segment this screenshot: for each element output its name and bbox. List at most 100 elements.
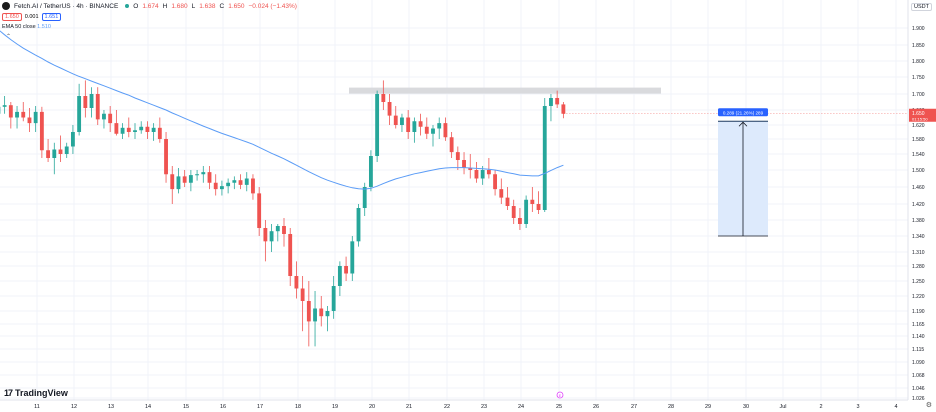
x-tick-label: 25 <box>556 404 562 410</box>
candle <box>549 94 553 122</box>
candle <box>139 121 144 134</box>
candle-body <box>176 176 181 190</box>
candle-body <box>480 170 485 179</box>
y-tick-label: 1.500 <box>912 168 925 174</box>
y-tick-label: 1.190 <box>912 309 925 315</box>
sell-button[interactable]: 1.650 <box>2 13 22 21</box>
x-tick-label: 21 <box>406 404 412 410</box>
candle <box>424 117 429 139</box>
y-tick-label: 1.750 <box>912 75 925 81</box>
candle-body <box>226 182 231 187</box>
x-tick-label: 20 <box>369 404 375 410</box>
y-tick-label: 1.340 <box>912 234 925 240</box>
candle-body <box>27 117 32 124</box>
x-tick-label: 22 <box>444 404 450 410</box>
candle-body <box>39 111 44 151</box>
candle-body <box>542 106 547 210</box>
candle-body <box>493 174 498 190</box>
candle-body <box>95 94 100 120</box>
ema-legend[interactable]: EMA 50 close 1.510 <box>2 24 51 30</box>
candle-body <box>46 150 51 158</box>
candle-body <box>164 139 168 175</box>
settings-gear-icon[interactable]: ⚙ <box>925 402 932 409</box>
candle-body <box>108 113 113 124</box>
symbol-title[interactable]: Fetch.AI / TetherUS · 4h · BINANCE <box>14 2 119 10</box>
candle <box>2 96 7 114</box>
candle-body <box>393 115 398 125</box>
candle <box>195 170 200 181</box>
candle-body <box>555 98 560 105</box>
open-value: 1.674 <box>142 2 159 10</box>
candle <box>89 87 94 118</box>
tradingview-mark-icon: 17 <box>4 388 13 398</box>
candle-body <box>368 156 373 187</box>
high-value: 1.680 <box>171 2 188 10</box>
y-tick-label: 1.220 <box>912 294 925 300</box>
candle-body <box>269 231 274 242</box>
spread-value: 0.001 <box>24 14 39 20</box>
y-tick-label: 1.850 <box>912 43 925 49</box>
candle-body <box>437 123 442 129</box>
y-tick-label: 1.460 <box>912 185 925 191</box>
candle <box>114 110 119 136</box>
candle <box>300 276 305 332</box>
candle <box>493 170 498 196</box>
candle <box>232 176 237 190</box>
candle-body <box>238 180 243 185</box>
collapse-legend-icon[interactable]: ⌃ <box>6 34 12 40</box>
x-tick-label: 2 <box>819 404 822 410</box>
candle <box>15 106 19 129</box>
candle-body <box>21 111 26 118</box>
x-tick-label: 14 <box>145 404 151 410</box>
candle-body <box>182 176 187 183</box>
candle <box>213 174 218 196</box>
candle-body <box>251 178 255 194</box>
candle-body <box>350 241 355 274</box>
candle <box>381 80 386 110</box>
candle <box>455 146 460 170</box>
y-tick-label: 1.310 <box>912 250 925 256</box>
candle <box>561 102 566 119</box>
resistance-zone[interactable] <box>349 87 661 94</box>
x-tick-label: 12 <box>71 404 77 410</box>
candle-body <box>15 111 19 118</box>
candle-body <box>319 308 324 317</box>
event-marker[interactable]: E <box>556 391 564 399</box>
candle <box>263 220 268 262</box>
candle-body <box>344 266 349 274</box>
candle <box>145 121 150 139</box>
candle-body <box>424 126 429 134</box>
x-tick-label: 17 <box>257 404 263 410</box>
x-tick-label: 16 <box>220 404 226 410</box>
x-tick-label: 15 <box>183 404 189 410</box>
x-tick-label: 27 <box>631 404 637 410</box>
y-tick-label: 1.115 <box>912 347 924 353</box>
y-tick-label: 1.026 <box>912 396 925 402</box>
tradingview-logo[interactable]: 17 TradingView <box>4 388 68 398</box>
candle-body <box>52 149 57 158</box>
candle-body <box>381 94 386 102</box>
candle <box>542 98 547 212</box>
buy-button[interactable]: 1.651 <box>41 13 62 21</box>
candle <box>120 123 125 139</box>
candle <box>555 90 560 108</box>
y-tick-label: 1.250 <box>912 279 925 285</box>
candle-body <box>70 132 75 147</box>
candle <box>418 113 423 136</box>
candle-body <box>400 117 404 125</box>
candle <box>83 80 88 118</box>
candle-body <box>157 127 162 139</box>
candle <box>468 154 473 179</box>
candle-body <box>549 98 553 106</box>
candle-body <box>8 105 13 118</box>
x-tick-label: 23 <box>481 404 487 410</box>
candle <box>39 106 44 158</box>
currency-selector[interactable]: USDT <box>911 3 932 11</box>
y-tick-label: 1.620 <box>912 123 925 129</box>
candle <box>368 150 373 192</box>
candle <box>505 187 510 210</box>
y-tick-label: 1.900 <box>912 26 925 32</box>
candle-body <box>536 204 541 210</box>
candle <box>21 102 26 122</box>
